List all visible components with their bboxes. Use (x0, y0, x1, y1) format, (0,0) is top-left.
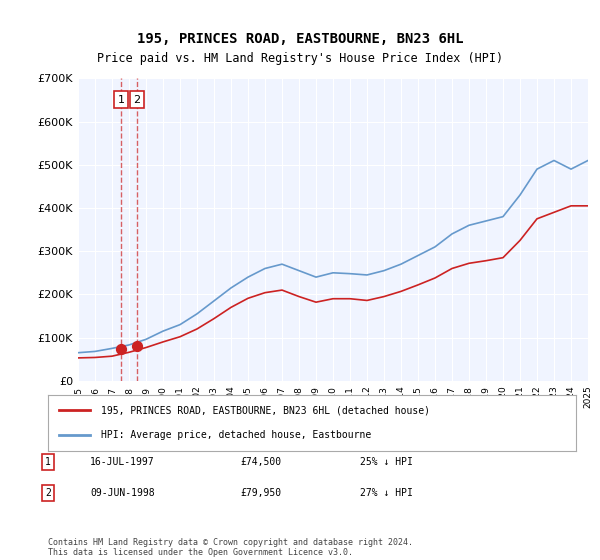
Text: £79,950: £79,950 (240, 488, 281, 498)
Text: 16-JUL-1997: 16-JUL-1997 (90, 457, 155, 467)
Point (116, 344, 126, 353)
Text: Price paid vs. HM Land Registry's House Price Index (HPI): Price paid vs. HM Land Registry's House … (97, 52, 503, 66)
Text: Contains HM Land Registry data © Crown copyright and database right 2024.
This d: Contains HM Land Registry data © Crown c… (48, 538, 413, 557)
Text: 25% ↓ HPI: 25% ↓ HPI (360, 457, 413, 467)
Point (132, 342, 142, 351)
Text: £74,500: £74,500 (240, 457, 281, 467)
Text: 1: 1 (118, 95, 125, 105)
Text: 2: 2 (45, 488, 51, 498)
Text: 2: 2 (133, 95, 140, 105)
Text: 27% ↓ HPI: 27% ↓ HPI (360, 488, 413, 498)
Text: 195, PRINCES ROAD, EASTBOURNE, BN23 6HL (detached house): 195, PRINCES ROAD, EASTBOURNE, BN23 6HL … (101, 405, 430, 416)
Text: 1: 1 (45, 457, 51, 467)
Text: 195, PRINCES ROAD, EASTBOURNE, BN23 6HL: 195, PRINCES ROAD, EASTBOURNE, BN23 6HL (137, 32, 463, 46)
Text: HPI: Average price, detached house, Eastbourne: HPI: Average price, detached house, East… (101, 430, 371, 440)
Text: 09-JUN-1998: 09-JUN-1998 (90, 488, 155, 498)
